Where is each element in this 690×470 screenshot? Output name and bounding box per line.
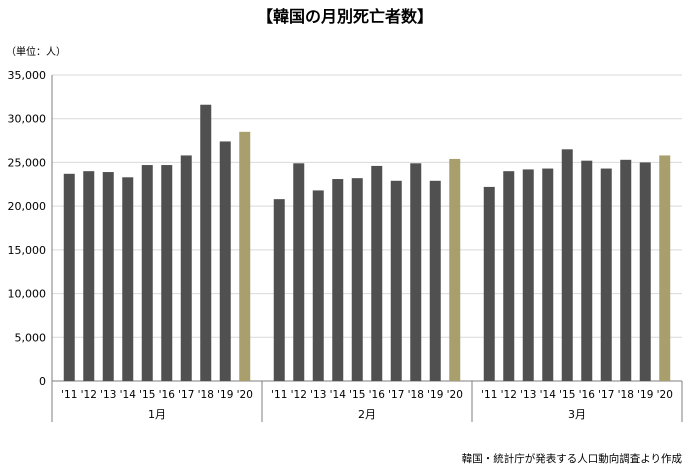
x-tick-label: '15 (559, 389, 575, 401)
bar (639, 162, 651, 381)
bar (410, 163, 422, 381)
bars (63, 104, 671, 382)
bar (273, 199, 285, 381)
x-tick-label: '12 (291, 389, 307, 401)
bar (659, 155, 671, 381)
bar (581, 160, 593, 381)
x-tick-label: '14 (330, 389, 347, 401)
x-tick-label: '13 (310, 389, 326, 401)
bar (542, 168, 554, 381)
grid (51, 74, 682, 382)
x-tick-label: '16 (579, 389, 596, 401)
x-tick-label: '17 (598, 389, 614, 401)
y-tick-label: 0 (39, 375, 46, 388)
x-tick-label: '20 (447, 389, 463, 401)
bar (141, 165, 153, 381)
month-label: 1月 (148, 408, 166, 421)
bar (219, 141, 231, 381)
bar (332, 179, 344, 381)
x-tick-label: '12 (501, 389, 517, 401)
bar (122, 177, 134, 381)
x-axis-ticks: '11'12'13'14'15'16'17'18'19'20'11'12'13 '… (51, 381, 683, 422)
y-tick-label: 20,000 (8, 200, 47, 213)
y-tick-label: 15,000 (8, 244, 47, 257)
x-tick-label: '17 (178, 389, 194, 401)
x-tick-label: '18 (198, 389, 214, 401)
month-label: 2月 (358, 408, 376, 421)
bar (620, 159, 632, 381)
bar (371, 165, 383, 381)
x-tick-label: '20 (657, 389, 673, 401)
bar (239, 131, 251, 381)
bar (483, 186, 495, 381)
y-tick-label: 30,000 (8, 113, 47, 126)
x-tick-label: '20 (237, 389, 253, 401)
y-tick-label: 5,000 (15, 331, 47, 344)
bar (561, 149, 573, 381)
x-tick-label: '19 (217, 389, 233, 401)
y-unit-label: （単位：人） (6, 45, 66, 58)
x-tick-label: '18 (408, 389, 424, 401)
bar (600, 168, 612, 381)
x-tick-label: '19 (427, 389, 443, 401)
bar (63, 173, 75, 381)
bar (293, 163, 305, 381)
x-tick-label: '19 (637, 389, 653, 401)
x-tick-label: '12 (81, 389, 97, 401)
y-tick-label: 25,000 (8, 156, 47, 169)
month-labels: 1月 2月 3月 (148, 408, 586, 421)
y-axis-ticks: 0 5,000 10,000 15,000 20,000 25,000 30,000 35,0… (8, 69, 47, 388)
bar (161, 165, 173, 381)
bar (83, 171, 95, 381)
x-tick-label: '11 (61, 389, 77, 401)
y-tick-label: 35,000 (8, 69, 47, 82)
x-tick-label: '11 (271, 389, 287, 401)
x-tick-label: '13 (520, 389, 536, 401)
x-tick-label: '16 (369, 389, 386, 401)
x-tick-label: '14 (540, 389, 557, 401)
chart-title: 【韓国の月別死亡者数】 (257, 7, 433, 26)
x-tick-label: '15 (139, 389, 155, 401)
month-label: 3月 (568, 408, 586, 421)
x-tick-label: '11 (481, 389, 497, 401)
bar (200, 104, 212, 382)
x-tick-label: '16 (159, 389, 176, 401)
bar (180, 155, 192, 381)
bar (351, 178, 363, 381)
y-tick-label: 10,000 (8, 288, 47, 301)
bar (390, 180, 402, 381)
x-tick-label: '13 (100, 389, 116, 401)
x-tick-label: '15 (349, 389, 365, 401)
bar (522, 169, 534, 381)
bar (102, 172, 114, 381)
x-tick-label: '14 (120, 389, 137, 401)
bar (429, 180, 441, 381)
source-note: 韓国・統計庁が発表する人口動向調査より作成 (462, 452, 683, 465)
bar (312, 190, 324, 381)
x-tick-label: '18 (618, 389, 634, 401)
x-tick-label: '17 (388, 389, 404, 401)
bar (449, 158, 461, 381)
bar (503, 171, 515, 381)
